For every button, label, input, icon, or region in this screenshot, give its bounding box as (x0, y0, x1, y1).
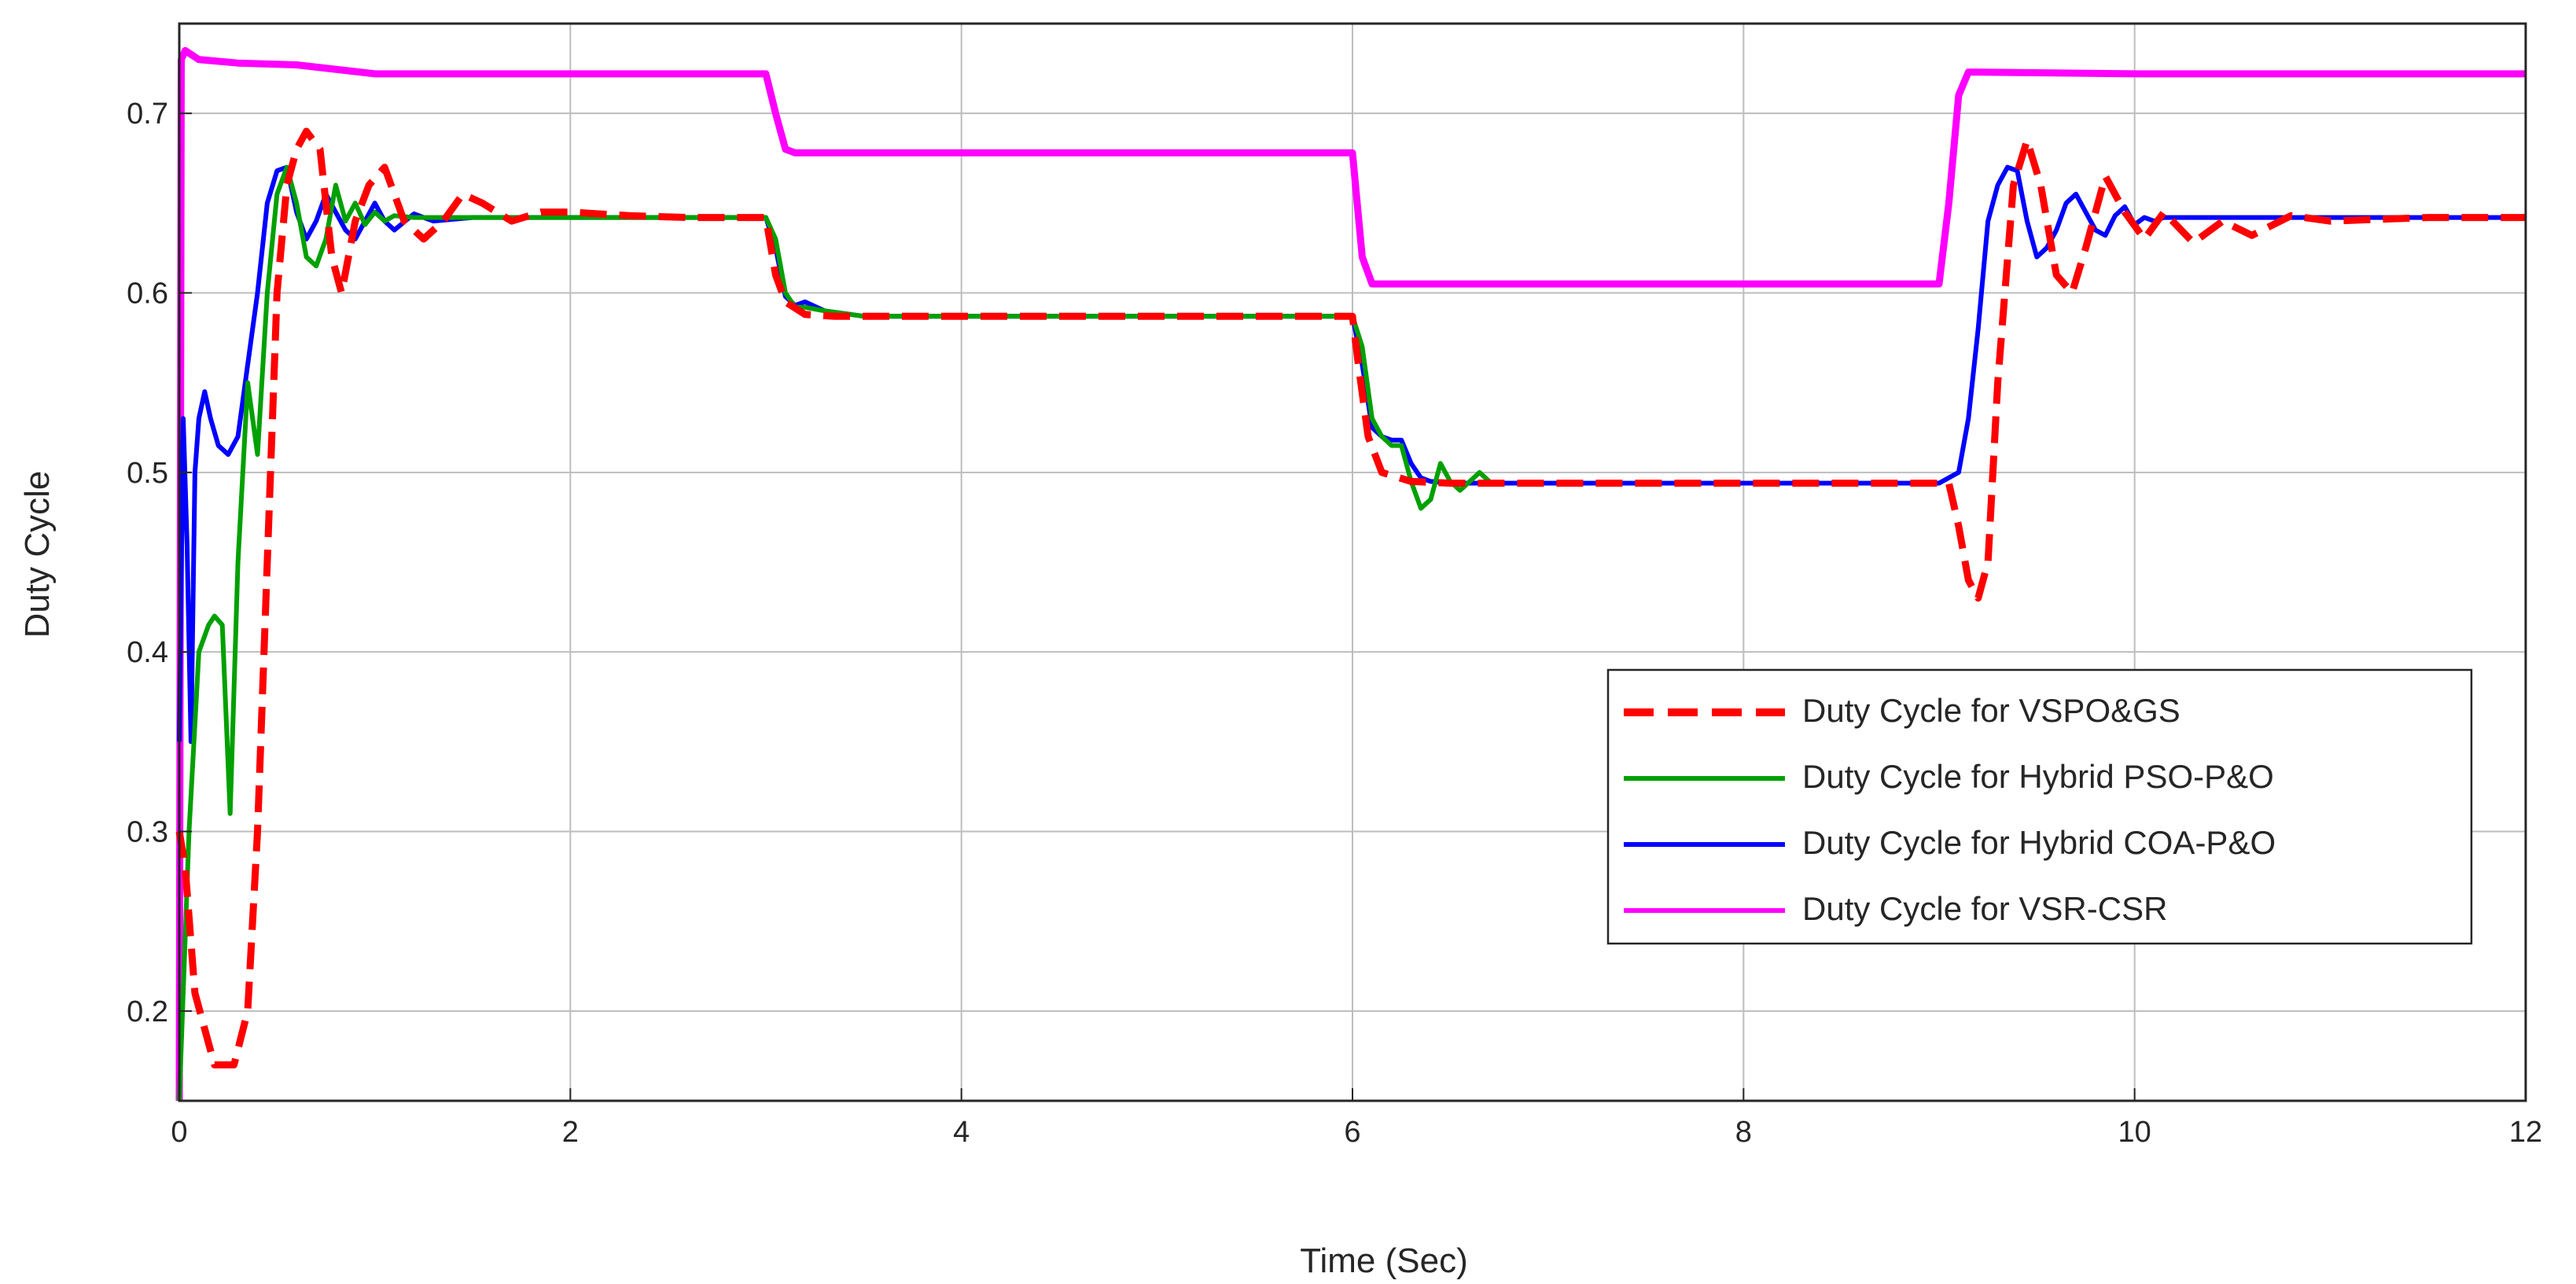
plot-area (175, 46, 2526, 1102)
series-line-4 (175, 46, 2526, 1102)
x-axis-label: Time (Sec) (1300, 1242, 1468, 1280)
x-tick-label: 12 (2509, 1116, 2542, 1149)
y-tick-label: 0.6 (127, 278, 168, 311)
legend: Duty Cycle for VSPO&GS Duty Cycle for Hyb… (1606, 668, 2473, 945)
y-tick-label: 0.3 (127, 816, 168, 849)
x-tick-label: 4 (953, 1116, 970, 1149)
y-tick-label: 0.5 (127, 457, 168, 490)
legend-label-3: Duty Cycle for Hybrid COA-P&O (1802, 824, 2276, 861)
series-line-1 (175, 127, 2526, 1069)
legend-label-1: Duty Cycle for VSPO&GS (1802, 692, 2180, 729)
tick-labels: 0 2 4 6 8 10 12 0.2 0.3 0.4 0.5 0.6 0.7 (127, 97, 2542, 1149)
legend-label-2: Duty Cycle for Hybrid PSO-P&O (1802, 758, 2274, 795)
series-line-2 (177, 164, 1492, 1102)
x-tick-label: 6 (1344, 1116, 1360, 1149)
legend-box (1606, 668, 2473, 945)
x-tick-label: 10 (2118, 1116, 2151, 1149)
x-tick-label: 0 (171, 1116, 187, 1149)
y-tick-label: 0.2 (127, 995, 168, 1028)
grid (178, 24, 2526, 1101)
y-tick-label: 0.4 (127, 636, 168, 669)
y-tick-label: 0.7 (127, 97, 168, 131)
x-tick-label: 2 (562, 1116, 579, 1149)
legend-label-4: Duty Cycle for VSR-CSR (1802, 890, 2167, 927)
x-tick-label: 8 (1735, 1116, 1752, 1149)
y-axis-label: Duty Cycle (18, 471, 57, 638)
